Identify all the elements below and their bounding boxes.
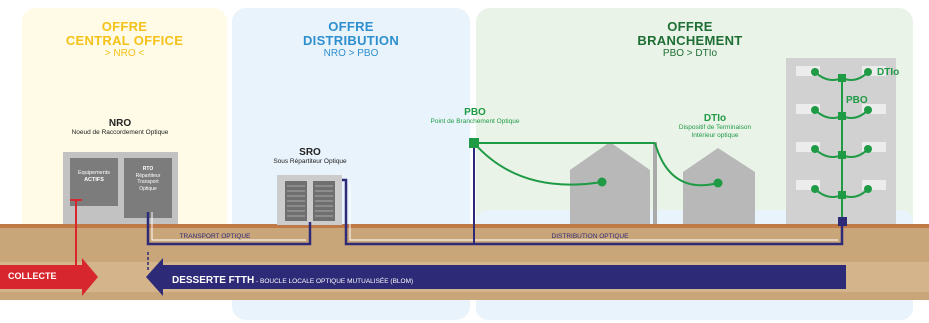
rto-line2: Répartiteur [135,172,161,179]
rto-label: RTO Répartiteur Transport Optique [124,166,172,192]
collecte-label: COLLECTE [8,271,57,281]
house-1 [570,142,650,224]
section-branchement-title-1: OFFRE [667,19,713,34]
pbo-label-group: PBO Point de Branchement Optique [405,107,545,126]
dtio-label: DTIo [703,113,727,124]
section-central-title-1: OFFRE [101,19,148,34]
nro-label: NRO [108,118,132,129]
rto-line3: Transport [137,179,159,185]
window [862,66,886,76]
dtio-label-group: DTIo Dispositif de Terminaison Intérieur… [655,113,775,140]
window [862,142,886,152]
window [796,142,820,152]
sro-label-group: SRO Sous Répartiteur Optique [245,147,375,166]
section-distribution-subtitle: NRO > PBO [323,48,379,59]
building-pbo-label: PBO [846,95,868,106]
sro-rack-lines [287,185,333,217]
equip-line2: ACTIFS [84,177,104,183]
section-central-office: OFFRE CENTRAL OFFICE > NRO < [22,20,227,60]
nro-desc: Noeud de Raccordement Optique [71,129,169,136]
dtio-point-house-1 [597,177,607,187]
window [796,66,820,76]
pole [653,142,657,224]
transport-optique-link-inner [151,212,306,241]
section-central-title-2: CENTRAL OFFICE [65,33,184,48]
building-pbo-points [838,74,846,199]
collecte-arrow [0,258,98,296]
window [796,104,820,114]
nro-label-group: NRO Noeud de Raccordement Optique [50,118,190,137]
ground-surface-line [0,224,929,228]
rto-line1: RTO [142,166,154,172]
window [862,104,886,114]
dtio-point-house-2 [713,178,723,188]
sro-desc: Sous Répartiteur Optique [273,158,347,165]
distribution-optique-link [342,178,844,246]
window [796,180,820,190]
building-dtio-points [811,68,872,193]
section-central-subtitle: > NRO < [104,48,145,59]
window [862,180,886,190]
desserte-label-bold: DESSERTE FTTH [172,275,255,286]
transport-optique-label: TRANSPORT OPTIQUE [179,233,251,240]
equip-line1: Equipements [77,170,111,176]
equipements-actifs-box [70,158,118,206]
section-distribution-title-2: DISTRIBUTION [302,33,400,48]
equipements-label: Equipements ACTIFS [70,170,118,184]
rto-box [124,158,172,218]
drop-cable-1 [473,142,603,186]
pbo-desc: Point de Branchement Optique [430,118,520,125]
distribution-optique-label: DISTRIBUTION OPTIQUE [551,233,629,240]
section-branchement: OFFRE BRANCHEMENT PBO > DTIo [590,20,790,60]
desserte-label: DESSERTE FTTH - BOUCLE LOCALE OPTIQUE MU… [172,270,413,288]
desserte-ftth-arrow [146,258,846,296]
transport-optique-link [146,212,312,246]
rto-line4: Optique [139,185,157,192]
building-entry-point [838,217,847,226]
building-dtio-label: DTIo [877,67,900,78]
sro-label: SRO [299,147,321,158]
dtio-desc-2: Intérieur optique [691,132,739,139]
section-branchement-subtitle: PBO > DTIo [662,48,718,59]
pbo-label: PBO [464,107,486,118]
pbo-point [469,138,479,148]
desserte-label-rest: - BOUCLE LOCALE OPTIQUE MUTUALISÉE (BLOM… [254,278,414,285]
drop-cable-2 [654,142,719,187]
section-distribution-title-1: OFFRE [328,19,374,34]
section-branchement-title-2: BRANCHEMENT [637,33,743,48]
section-distribution: OFFRE DISTRIBUTION NRO > PBO [232,20,470,60]
dtio-desc-1: Dispositif de Terminaison [678,124,752,131]
distribution-optique-inner [349,185,838,241]
